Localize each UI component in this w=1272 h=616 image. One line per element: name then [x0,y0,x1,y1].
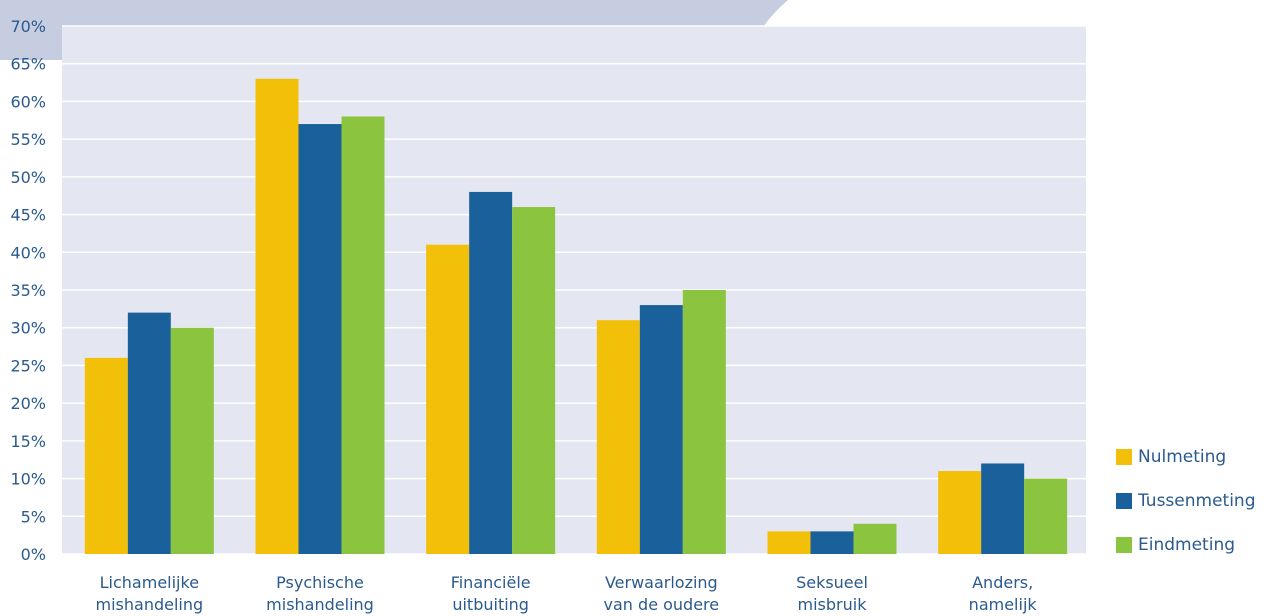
bar-tussenmeting [810,531,854,554]
y-tick-label: 10% [10,470,46,489]
header-band [0,0,788,60]
bar-eindmeting [170,327,214,554]
x-category-label: mishandeling [266,595,374,614]
bar-tussenmeting [639,305,683,554]
x-category-label: Verwaarlozing [605,573,718,592]
y-tick-label: 20% [10,394,46,413]
y-tick-label: 60% [10,92,46,111]
y-tick-label: 50% [10,168,46,187]
bar-nulmeting [426,244,470,554]
x-axis-categories: Lichamelijke mishandeling Psychische mishan… [96,573,1038,614]
y-axis-ticks: 0% 5% 10% 15% 20% 25% 30% 35% 40% 45% 50% 55% 60% 65%… [10,17,46,564]
x-category-label: namelijk [969,595,1038,614]
legend-item: Eindmeting [1116,534,1256,556]
x-category-label: Psychische [276,573,364,592]
y-tick-label: 0% [21,545,46,564]
x-category-label: mishandeling [96,595,204,614]
y-tick-label: 70% [10,17,46,36]
legend-item: Nulmeting [1116,446,1256,468]
x-category-label: Financiële [451,573,531,592]
legend-label: Tussenmeting [1138,491,1256,511]
bar-tussenmeting [298,124,342,555]
y-tick-label: 35% [10,281,46,300]
y-tick-label: 5% [21,507,46,526]
y-tick-label: 40% [10,243,46,262]
gridlines [62,25,1086,555]
bar-tussenmeting [127,312,171,554]
legend-item: Tussenmeting [1116,490,1256,512]
bar-eindmeting [512,207,556,554]
y-tick-label: 55% [10,130,46,149]
bar-tussenmeting [981,463,1025,554]
bar-nulmeting [596,320,640,554]
bar-eindmeting [682,290,726,554]
legend: Nulmeting Tussenmeting Eindmeting [1116,446,1256,578]
x-category-label: Seksueel [796,573,868,592]
bar-nulmeting [767,531,811,554]
x-category-label: misbruik [798,595,868,614]
legend-swatch [1116,493,1132,509]
bar-eindmeting [1024,478,1068,554]
bar-tussenmeting [469,191,513,554]
x-category-label: Lichamelijke [100,573,199,592]
legend-swatch [1116,449,1132,465]
bars [84,78,1068,555]
y-tick-label: 30% [10,319,46,338]
y-tick-label: 45% [10,206,46,225]
bar-nulmeting [84,357,128,554]
x-category-label: van de oudere [604,595,720,614]
legend-swatch [1116,537,1132,553]
x-category-label: uitbuiting [452,595,529,614]
bar-nulmeting [938,471,982,554]
x-category-label: Anders, [972,573,1033,592]
bar-nulmeting [255,78,299,555]
legend-label: Nulmeting [1138,447,1227,467]
legend-label: Eindmeting [1138,535,1236,555]
y-tick-label: 65% [10,55,46,74]
bar-eindmeting [341,116,385,554]
y-tick-label: 15% [10,432,46,451]
bar-eindmeting [853,523,897,554]
y-tick-label: 25% [10,356,46,375]
